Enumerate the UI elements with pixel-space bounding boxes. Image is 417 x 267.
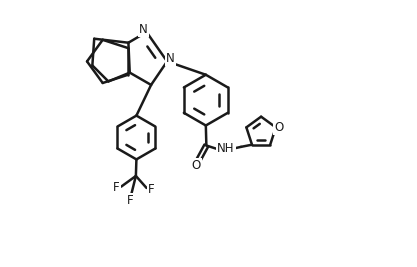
Text: F: F: [148, 183, 154, 196]
Text: F: F: [113, 181, 120, 194]
Text: F: F: [127, 194, 133, 207]
Text: O: O: [191, 159, 201, 172]
Text: N: N: [166, 52, 175, 65]
Text: O: O: [274, 121, 284, 134]
Text: N: N: [139, 23, 148, 36]
Text: NH: NH: [217, 142, 235, 155]
